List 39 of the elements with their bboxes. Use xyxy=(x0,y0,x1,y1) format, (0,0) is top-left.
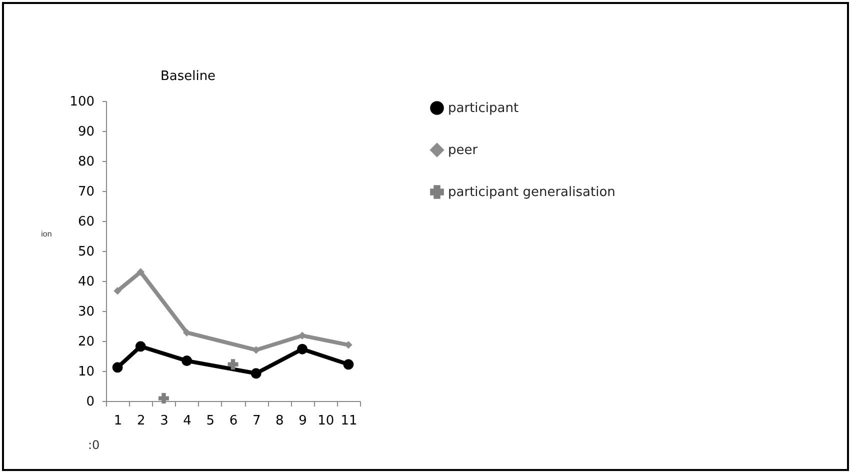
point xyxy=(252,346,260,354)
x-tick-label: 7 xyxy=(252,414,261,428)
y-tick-label: 0 xyxy=(86,394,94,410)
y-tick-label: 50 xyxy=(78,244,94,260)
y-tick-label: 100 xyxy=(70,94,94,110)
x-tick-label: 11 xyxy=(340,414,358,428)
point xyxy=(136,268,145,276)
y-tick-label: 60 xyxy=(78,214,94,230)
x-tick-label: 3 xyxy=(160,414,168,428)
point xyxy=(158,393,169,404)
point xyxy=(135,341,146,352)
point xyxy=(112,362,123,373)
legend-label: peer xyxy=(448,143,478,158)
y-tick-label: 90 xyxy=(78,124,94,140)
x-tick-label: 5 xyxy=(206,414,215,428)
point xyxy=(250,368,262,379)
y-tick-label: 70 xyxy=(78,184,94,200)
legend-label: participant generalisation xyxy=(448,185,616,200)
y-tick-label: 30 xyxy=(78,304,94,320)
point xyxy=(114,287,122,295)
chart-title: Baseline xyxy=(160,69,216,84)
y-axis-title: ion xyxy=(41,230,52,238)
x-tick-label: 10 xyxy=(318,414,334,428)
x-tick-label: 6 xyxy=(229,414,238,428)
point xyxy=(343,359,354,370)
point xyxy=(297,344,308,354)
text: :0 xyxy=(88,438,100,452)
y-tick-label: 40 xyxy=(78,274,94,290)
y-tick-label: 80 xyxy=(78,154,94,170)
point xyxy=(182,356,192,366)
x-tick-label: 9 xyxy=(298,414,307,428)
point xyxy=(228,359,238,370)
x-tick-label: 8 xyxy=(276,414,284,428)
x-tick-label: 1 xyxy=(114,414,122,428)
y-tick-label: 10 xyxy=(78,364,94,380)
legend-label: participant xyxy=(448,101,519,116)
y-tick-label: 20 xyxy=(78,334,94,350)
x-tick-label: 2 xyxy=(136,414,146,428)
x-tick-label: 4 xyxy=(183,414,192,428)
